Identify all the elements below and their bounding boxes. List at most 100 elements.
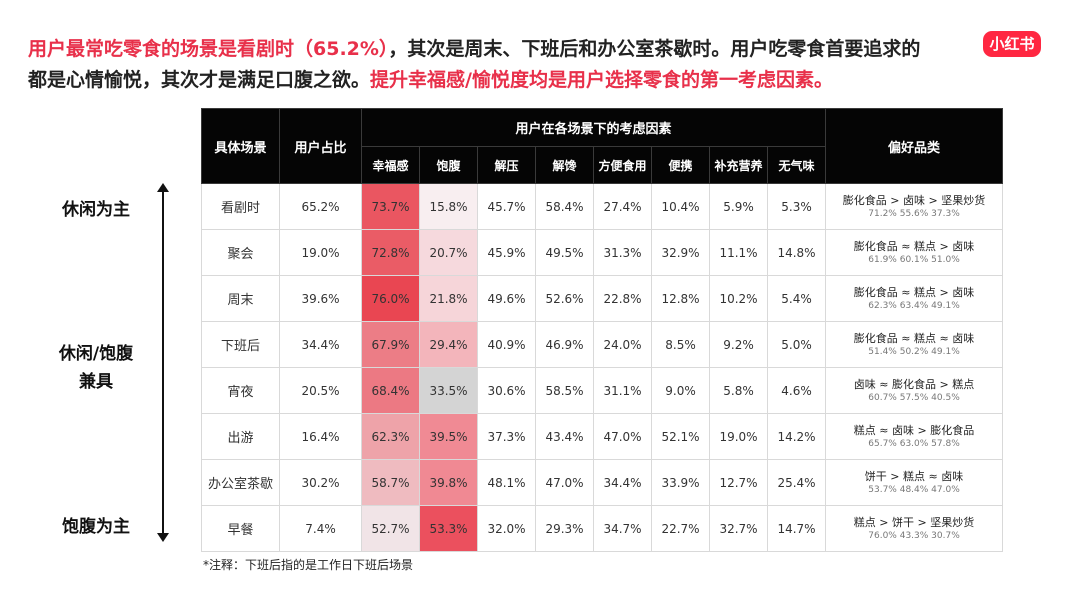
factor-cell: 72.8% — [361, 229, 420, 276]
factor-cell: 45.9% — [477, 229, 536, 276]
col-header-stress-relief: 解压 — [477, 146, 536, 184]
factor-cell: 49.6% — [477, 275, 536, 322]
scene-cell: 聚会 — [201, 229, 280, 276]
factor-cell: 15.8% — [419, 183, 478, 230]
preferred-category-ranking: 卤味 ≈ 膨化食品 > 糕点 — [853, 377, 975, 391]
preferred-category-cell: 膨化食品 ≈ 糕点 > 卤味 61.9% 60.1% 51.0% — [825, 229, 1004, 276]
col-header-convenient: 方便食用 — [593, 146, 652, 184]
table-row: 周末 39.6% 76.0% 21.8% 49.6% 52.6% 22.8% 12.8% 10.… — [201, 275, 1004, 322]
headline-highlight-2: 提升幸福感/愉悦度均是用户选择零食的第一考虑因素。 — [370, 69, 833, 91]
scene-cell: 办公室茶歇 — [201, 459, 280, 506]
factor-cell: 5.4% — [766, 275, 827, 322]
scene-cell: 下班后 — [201, 321, 280, 368]
factor-cell: 52.1% — [651, 413, 710, 460]
side-label-mixed-line1: 休闲/饱腹 — [58, 344, 134, 364]
factor-cell: 47.0% — [535, 459, 594, 506]
col-header-preferred: 偏好品类 — [825, 108, 1004, 184]
factor-cell: 5.9% — [709, 183, 768, 230]
group-header-factors: 用户在各场景下的考虑因素 — [360, 108, 827, 147]
factor-cell: 67.9% — [361, 321, 420, 368]
preferred-category-values: 60.7% 57.5% 40.5% — [868, 392, 960, 403]
factor-cell: 5.8% — [709, 367, 768, 414]
preferred-category-ranking: 膨化食品 > 卤味 > 坚果炒货 — [842, 193, 986, 207]
table-row: 宵夜 20.5% 68.4% 33.5% 30.6% 58.5% 31.1% 9.0% 5.8%… — [201, 367, 1004, 414]
preferred-category-ranking: 膨化食品 ≈ 糕点 ≈ 卤味 — [853, 331, 975, 345]
factor-cell: 5.3% — [766, 183, 827, 230]
side-label-mixed: 休闲/饱腹 兼具 — [48, 340, 144, 396]
side-label-leisure: 休闲为主 — [62, 200, 130, 220]
factor-cell: 9.0% — [651, 367, 710, 414]
factor-cell: 37.3% — [477, 413, 536, 460]
factor-cell: 43.4% — [535, 413, 594, 460]
factor-cell: 58.5% — [535, 367, 594, 414]
factor-cell: 34.4% — [593, 459, 652, 506]
col-header-satiety: 饱腹 — [419, 146, 478, 184]
preferred-category-values: 76.0% 43.3% 30.7% — [868, 530, 960, 541]
factor-cell: 76.0% — [361, 275, 420, 322]
factor-cell: 21.8% — [419, 275, 478, 322]
preferred-category-values: 61.9% 60.1% 51.0% — [868, 254, 960, 265]
xiaohongshu-logo: 小红书 — [983, 31, 1041, 57]
side-label-mixed-line2: 兼具 — [79, 372, 113, 392]
scene-cell: 周末 — [201, 275, 280, 322]
factor-cell: 47.0% — [593, 413, 652, 460]
factor-cell: 32.9% — [651, 229, 710, 276]
headline-highlight-1: 用户最常吃零食的场景是看剧时（65.2%） — [28, 38, 389, 60]
preferred-category-values: 62.3% 63.4% 49.1% — [868, 300, 960, 311]
table-row: 看剧时 65.2% 73.7% 15.8% 45.7% 58.4% 27.4% 10.4% 5.… — [201, 183, 1004, 230]
factor-cell: 33.5% — [419, 367, 478, 414]
factor-cell: 58.7% — [361, 459, 420, 506]
preferred-category-values: 51.4% 50.2% 49.1% — [868, 346, 960, 357]
factor-cell: 40.9% — [477, 321, 536, 368]
headline-text-2: 都是心情愉悦，其次才是满足口腹之欲。 — [28, 69, 371, 91]
share-cell: 20.5% — [279, 367, 362, 414]
factor-cell: 20.7% — [419, 229, 478, 276]
preferred-category-ranking: 糕点 ≈ 卤味 > 膨化食品 — [853, 423, 975, 437]
factor-cell: 31.3% — [593, 229, 652, 276]
preferred-category-cell: 糕点 > 饼干 > 坚果炒货 76.0% 43.3% 30.7% — [825, 505, 1004, 552]
factor-cell: 46.9% — [535, 321, 594, 368]
preferred-category-ranking: 膨化食品 ≈ 糕点 > 卤味 — [853, 239, 975, 253]
preferred-category-cell: 糕点 ≈ 卤味 > 膨化食品 65.7% 63.0% 57.8% — [825, 413, 1004, 460]
col-header-odorless: 无气味 — [766, 146, 827, 184]
factor-cell: 68.4% — [361, 367, 420, 414]
factor-cell: 32.0% — [477, 505, 536, 552]
factor-cell: 32.7% — [709, 505, 768, 552]
factor-cell: 52.7% — [361, 505, 420, 552]
factor-cell: 19.0% — [709, 413, 768, 460]
factor-cell: 11.1% — [709, 229, 768, 276]
factor-cell: 14.2% — [766, 413, 827, 460]
scenario-table: 具体场景 用户占比 用户在各场景下的考虑因素 偏好品类 幸福感 饱腹 解压 解馋… — [201, 108, 1004, 552]
headline: 用户最常吃零食的场景是看剧时（65.2%），其次是周末、下班后和办公室茶歇时。用… — [28, 34, 988, 96]
factor-cell: 29.4% — [419, 321, 478, 368]
table-row: 聚会 19.0% 72.8% 20.7% 45.9% 49.5% 31.3% 32.9% 11.… — [201, 229, 1004, 276]
factor-cell: 39.8% — [419, 459, 478, 506]
factor-cell: 45.7% — [477, 183, 536, 230]
factor-cell: 27.4% — [593, 183, 652, 230]
factor-cell: 8.5% — [651, 321, 710, 368]
scene-cell: 看剧时 — [201, 183, 280, 230]
preferred-category-values: 71.2% 55.6% 37.3% — [868, 208, 960, 219]
scene-cell: 宵夜 — [201, 367, 280, 414]
arrow-down-icon — [157, 533, 169, 542]
table-row: 出游 16.4% 62.3% 39.5% 37.3% 43.4% 47.0% 52.1% 19.… — [201, 413, 1004, 460]
factor-cell: 14.8% — [766, 229, 827, 276]
factor-cell: 10.4% — [651, 183, 710, 230]
factor-cell: 12.7% — [709, 459, 768, 506]
col-header-portable: 便携 — [651, 146, 710, 184]
scene-cell: 出游 — [201, 413, 280, 460]
factor-cell: 22.8% — [593, 275, 652, 322]
scale-axis-line — [162, 188, 164, 536]
scene-cell: 早餐 — [201, 505, 280, 552]
factor-cell: 62.3% — [361, 413, 420, 460]
col-header-share: 用户占比 — [279, 108, 362, 184]
factor-cell: 53.3% — [419, 505, 478, 552]
factor-cell: 52.6% — [535, 275, 594, 322]
side-label-satiety: 饱腹为主 — [62, 517, 130, 537]
factor-cell: 34.7% — [593, 505, 652, 552]
factor-cell: 39.5% — [419, 413, 478, 460]
share-cell: 7.4% — [279, 505, 362, 552]
share-cell: 39.6% — [279, 275, 362, 322]
preferred-category-cell: 膨化食品 ≈ 糕点 ≈ 卤味 51.4% 50.2% 49.1% — [825, 321, 1004, 368]
factor-cell: 58.4% — [535, 183, 594, 230]
